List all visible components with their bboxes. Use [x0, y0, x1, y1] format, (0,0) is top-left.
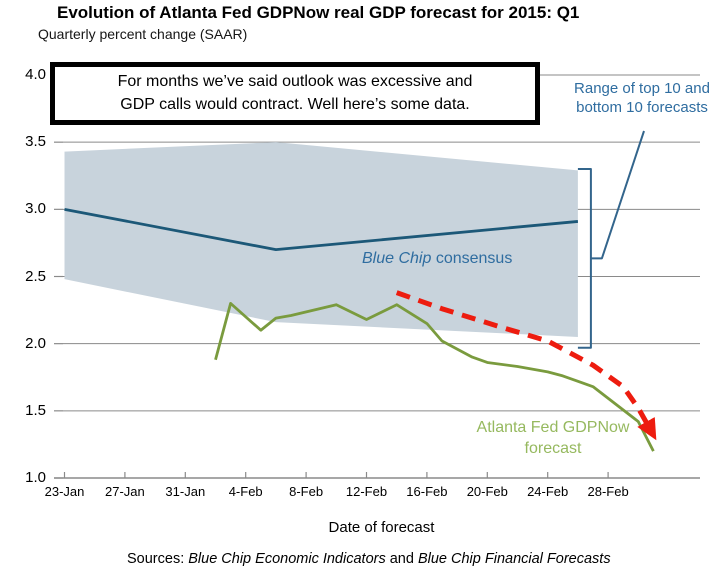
source-2: Blue Chip Financial Forecasts [417, 551, 611, 567]
y-tick-label: 1.5 [25, 401, 46, 419]
y-tick-label: 2.0 [25, 334, 46, 352]
downtrend-arrow [395, 290, 657, 441]
x-tick-label: 24-Feb [527, 484, 569, 499]
blue-chip-label-italic: Blue Chip [362, 250, 432, 267]
x-tick-label: 8-Feb [289, 484, 324, 499]
chart-title: Evolution of Atlanta Fed GDPNow real GDP… [57, 3, 580, 22]
range-band-label-line2: bottom 10 forecasts [576, 98, 708, 116]
x-tick-label: 4-Feb [228, 484, 263, 499]
x-tick-label: 12-Feb [345, 484, 388, 499]
x-tick-label: 27-Jan [105, 484, 145, 499]
x-axis-title: Date of forecast [328, 519, 435, 536]
blue-chip-series-label: Blue Chip consensus [362, 250, 607, 268]
range-band-label-line1: Range of top 10 and [574, 80, 710, 97]
y-tick-label: 1.0 [25, 469, 46, 486]
blue-chip-label-rest: consensus [431, 250, 513, 267]
x-tick-label: 31-Jan [165, 484, 206, 499]
gdpnow-label-line2: forecast [524, 439, 582, 457]
annotation-box: For months we’ve said outlook was excess… [50, 62, 540, 125]
x-tick-label: 20-Feb [466, 484, 508, 499]
x-tick-label: 16-Feb [406, 484, 448, 499]
range-band-label: Range of top 10 and bottom 10 forecasts [560, 80, 724, 118]
sources-prefix: Sources: [127, 551, 189, 567]
x-tick-label: 23-Jan [44, 484, 85, 499]
gdpnow-series-label: Atlanta Fed GDPNow forecast [438, 418, 668, 460]
sources-line: Sources: Blue Chip Economic Indicators a… [127, 551, 611, 567]
annotation-line1: For months we’ve said outlook was excess… [117, 72, 473, 90]
annotation-line2: GDP calls would contract. Well here’s so… [120, 95, 470, 113]
sources-and: and [385, 551, 418, 567]
y-tick-label: 2.5 [25, 267, 46, 285]
blue-chip-line [64, 207, 579, 252]
y-tick-label: 4.0 [25, 66, 46, 83]
chart-subtitle: Quarterly percent change (SAAR) [38, 26, 248, 42]
gdpnow-line [214, 301, 655, 452]
forecast-range-band [64, 142, 578, 337]
gdpnow-label-line1: Atlanta Fed GDPNow [476, 419, 630, 436]
y-tick-label: 3.5 [25, 133, 46, 151]
x-tick-label: 28-Feb [587, 484, 629, 499]
y-tick-label: 3.0 [25, 200, 46, 218]
range-label-leader-line [590, 130, 645, 260]
source-1: Blue Chip Economic Indicators [188, 551, 386, 567]
